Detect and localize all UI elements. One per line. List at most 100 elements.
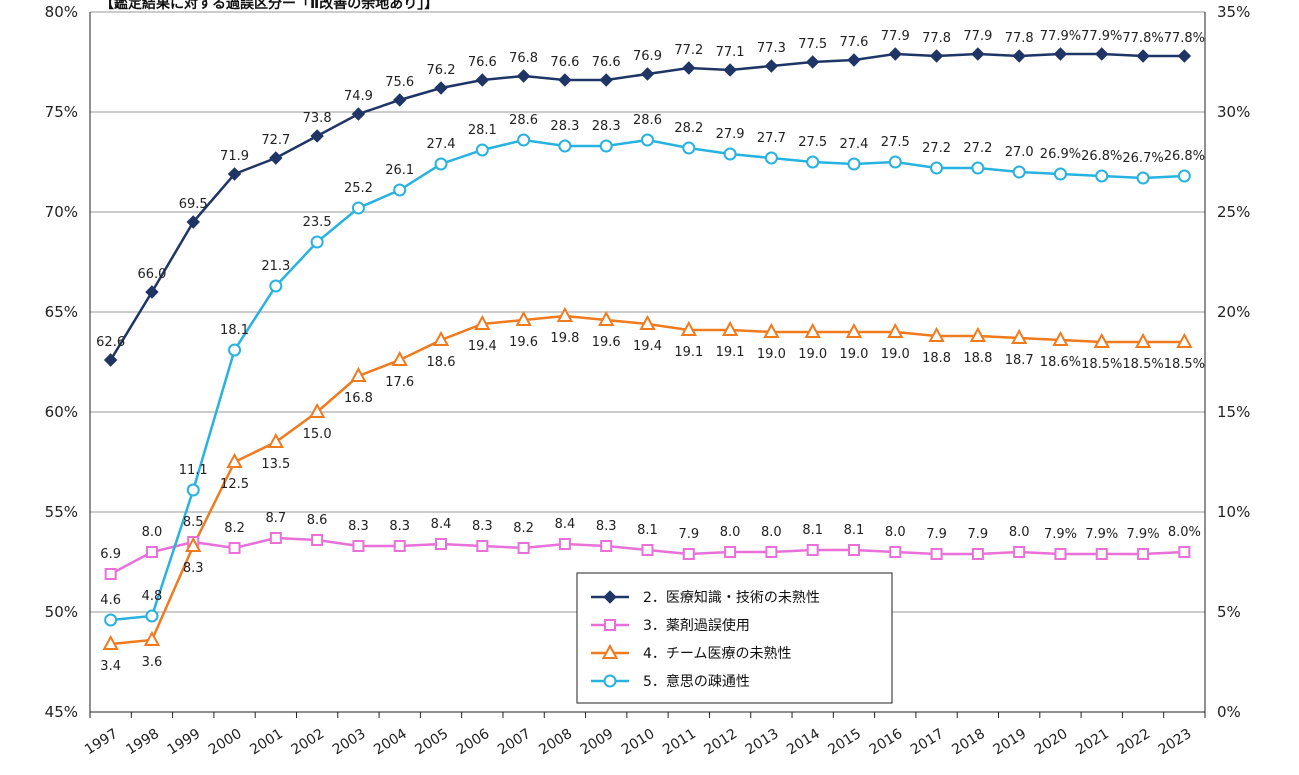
data-point: [600, 540, 613, 552]
data-point: [310, 129, 324, 143]
data-label: 69.5: [179, 197, 208, 212]
x-tick-label: 2010: [619, 726, 658, 758]
data-point: [517, 542, 530, 554]
data-label: 77.2: [674, 43, 703, 58]
data-point: [1095, 548, 1108, 560]
data-label: 28.2: [674, 121, 703, 136]
data-point: [517, 133, 531, 147]
y-left-tick-label: 50%: [45, 603, 78, 621]
data-label: 77.8%: [1122, 31, 1163, 46]
data-point: [929, 49, 944, 63]
data-label: 4.6: [100, 593, 121, 608]
y-right-tick-label: 20%: [1217, 303, 1250, 321]
data-label: 77.6: [840, 35, 869, 50]
data-label: 19.0: [798, 347, 827, 362]
y-left-tick-label: 75%: [45, 103, 78, 121]
data-label: 19.6: [509, 335, 538, 350]
data-point: [845, 322, 863, 338]
data-label: 8.3: [183, 561, 204, 576]
data-point: [352, 540, 365, 552]
data-label: 73.8: [303, 111, 332, 126]
data-point: [847, 157, 861, 171]
data-label: 18.6%: [1040, 355, 1081, 370]
data-label: 7.9%: [1127, 527, 1160, 542]
data-point: [1136, 49, 1150, 63]
data-point: [847, 53, 861, 67]
data-point: [598, 310, 615, 326]
x-tick-label: 1999: [165, 726, 204, 758]
data-point: [969, 326, 987, 342]
x-tick-label: 2023: [1156, 726, 1195, 758]
data-point: [603, 674, 617, 688]
data-point: [971, 161, 985, 175]
data-point: [764, 59, 779, 73]
data-point: [1093, 332, 1110, 348]
y-right-tick-label: 10%: [1217, 503, 1250, 521]
data-point: [145, 609, 159, 623]
data-label: 8.1: [844, 523, 865, 538]
data-label: 18.7: [1005, 353, 1034, 368]
data-label: 8.2: [513, 521, 534, 536]
data-label: 8.7: [265, 511, 286, 526]
data-point: [604, 619, 616, 631]
data-label: 12.5: [220, 477, 249, 492]
data-label: 8.0: [142, 525, 163, 540]
data-label: 27.0: [1005, 145, 1034, 160]
data-point: [186, 483, 200, 497]
data-label: 77.5: [798, 37, 827, 52]
data-point: [1178, 546, 1191, 558]
data-label: 11.1: [179, 463, 208, 478]
data-label: 28.6: [509, 113, 538, 128]
data-label: 15.0: [303, 427, 332, 442]
data-point: [1013, 546, 1026, 558]
data-label: 26.1: [385, 163, 414, 178]
data-label: 19.4: [468, 339, 497, 354]
data-point: [475, 73, 490, 87]
data-label: 76.8: [509, 51, 538, 66]
data-point: [228, 542, 241, 554]
data-label: 8.1: [637, 523, 658, 538]
x-tick-label: 2020: [1032, 726, 1071, 758]
y-right-tick-label: 25%: [1217, 203, 1250, 221]
data-label: 7.9: [926, 527, 947, 542]
data-label: 77.3: [757, 41, 786, 56]
data-point: [269, 532, 282, 544]
data-point: [888, 47, 902, 61]
data-label: 8.0: [885, 525, 906, 540]
data-label: 77.8: [922, 31, 951, 46]
x-tick-label: 2002: [289, 726, 328, 758]
data-point: [599, 139, 613, 153]
data-point: [930, 161, 944, 175]
data-label: 8.5: [183, 515, 204, 530]
data-label: 62.6: [96, 335, 125, 350]
y-right-tick-label: 30%: [1217, 103, 1250, 121]
data-label: 19.4: [633, 339, 662, 354]
x-tick-label: 2009: [578, 726, 617, 758]
data-label: 8.2: [224, 521, 245, 536]
data-label: 71.9: [220, 149, 249, 164]
data-point: [682, 141, 696, 155]
y-left-tick-label: 70%: [45, 203, 78, 221]
data-point: [558, 73, 572, 87]
data-point: [1053, 47, 1068, 61]
x-tick-label: 2006: [454, 726, 493, 758]
x-tick-label: 2019: [991, 726, 1030, 758]
data-point: [763, 322, 780, 338]
data-point: [724, 546, 737, 558]
data-label: 8.0: [1009, 525, 1030, 540]
data-label: 7.9%: [1085, 527, 1118, 542]
data-label: 27.5: [798, 135, 827, 150]
data-label: 17.6: [385, 375, 414, 390]
data-label: 8.4: [555, 517, 576, 532]
data-point: [1053, 167, 1067, 181]
data-point: [104, 568, 117, 580]
legend-label: 4．チーム医療の未熟性: [643, 645, 792, 662]
x-tick-label: 2022: [1114, 726, 1153, 758]
data-point: [393, 540, 406, 552]
y-left-tick-label: 65%: [45, 303, 78, 321]
data-point: [603, 590, 617, 604]
data-point: [474, 314, 491, 330]
data-point: [391, 350, 408, 366]
data-point: [558, 139, 572, 153]
data-label: 26.7%: [1122, 151, 1163, 166]
